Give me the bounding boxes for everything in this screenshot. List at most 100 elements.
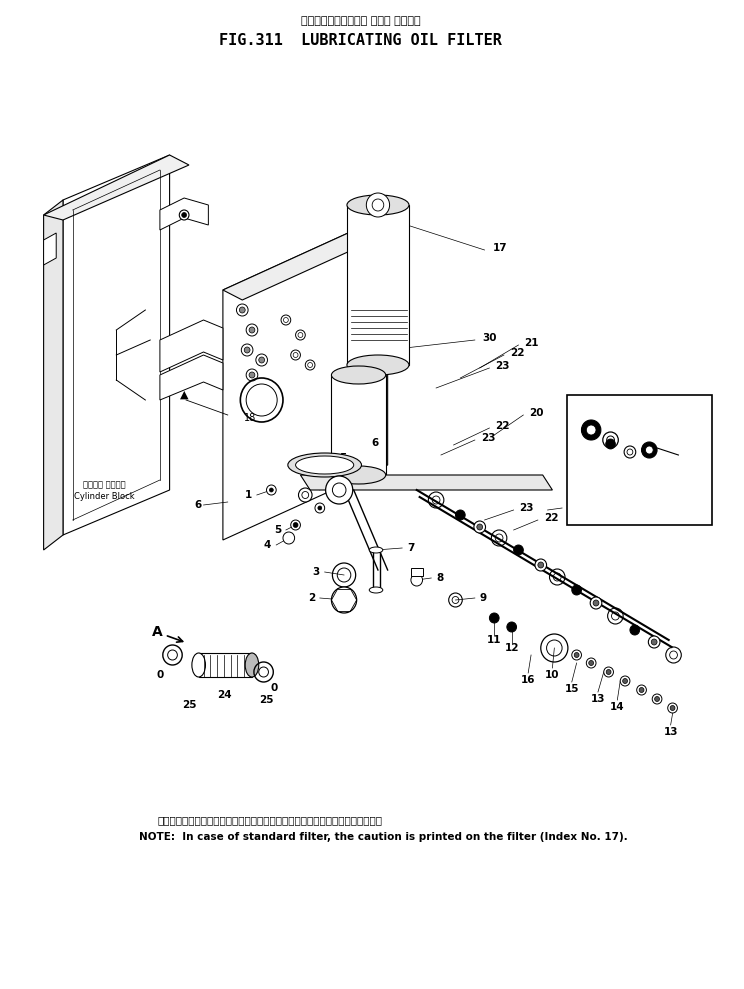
Circle shape: [298, 332, 303, 337]
Circle shape: [411, 574, 423, 586]
Text: 26: 26: [605, 410, 620, 420]
Bar: [567, 395, 712, 525]
Text: 7: 7: [407, 543, 414, 553]
Circle shape: [639, 687, 644, 692]
Polygon shape: [223, 215, 388, 540]
Text: 21: 21: [525, 338, 539, 348]
Circle shape: [266, 485, 276, 495]
Circle shape: [474, 521, 486, 533]
Text: 11: 11: [487, 635, 501, 645]
Text: 5: 5: [274, 525, 281, 535]
Circle shape: [241, 344, 253, 356]
Text: 30: 30: [483, 333, 497, 343]
Circle shape: [291, 350, 301, 360]
Circle shape: [244, 347, 250, 353]
Circle shape: [574, 653, 579, 658]
Circle shape: [641, 442, 657, 458]
Circle shape: [283, 532, 295, 544]
Circle shape: [651, 639, 657, 645]
Circle shape: [302, 492, 309, 498]
Circle shape: [646, 446, 653, 454]
Text: 4: 4: [264, 540, 272, 550]
Text: SG556  Engine No. 30042-: SG556 Engine No. 30042-: [589, 495, 682, 501]
Circle shape: [606, 670, 611, 674]
Text: 0: 0: [156, 670, 164, 680]
Circle shape: [305, 360, 315, 370]
Text: 8: 8: [436, 573, 443, 583]
Circle shape: [477, 524, 483, 530]
Circle shape: [490, 613, 499, 623]
Bar: [199, 653, 252, 677]
Polygon shape: [160, 198, 208, 230]
Circle shape: [606, 439, 615, 449]
Text: 5: 5: [339, 453, 347, 463]
Circle shape: [630, 625, 640, 635]
Text: ルーブリケーティング オイル フィルタ: ルーブリケーティング オイル フィルタ: [301, 16, 420, 26]
Ellipse shape: [369, 547, 383, 553]
Circle shape: [283, 317, 289, 322]
Circle shape: [249, 372, 255, 378]
Circle shape: [240, 307, 246, 313]
Text: 22: 22: [496, 421, 510, 431]
Ellipse shape: [192, 653, 205, 677]
Text: 9: 9: [480, 593, 487, 603]
Circle shape: [291, 520, 301, 530]
Text: 6: 6: [371, 438, 379, 448]
Bar: [331, 375, 385, 475]
Text: FIG.311  LUBRICATING OIL FILTER: FIG.311 LUBRICATING OIL FILTER: [219, 33, 502, 48]
Circle shape: [308, 363, 312, 368]
Text: 22: 22: [544, 513, 558, 523]
Bar: [347, 205, 409, 365]
Circle shape: [372, 199, 384, 211]
Polygon shape: [44, 233, 57, 265]
Text: 2: 2: [308, 593, 315, 603]
Circle shape: [182, 213, 187, 218]
Circle shape: [333, 483, 346, 497]
Circle shape: [586, 425, 596, 435]
Circle shape: [256, 354, 268, 366]
Circle shape: [281, 315, 291, 325]
Text: 16: 16: [521, 675, 536, 685]
Text: 20: 20: [529, 408, 544, 418]
Ellipse shape: [295, 456, 353, 474]
Text: 14: 14: [610, 702, 625, 712]
Text: 23: 23: [481, 433, 496, 443]
Text: 25: 25: [182, 700, 196, 710]
Circle shape: [623, 678, 627, 683]
Text: 23: 23: [519, 503, 534, 513]
Circle shape: [513, 545, 523, 555]
Circle shape: [295, 330, 305, 340]
Polygon shape: [44, 155, 189, 220]
Circle shape: [249, 327, 255, 333]
Text: 3: 3: [312, 567, 320, 577]
Circle shape: [293, 352, 298, 357]
Text: ▲: ▲: [180, 390, 188, 400]
Circle shape: [298, 488, 312, 502]
Circle shape: [538, 562, 544, 568]
Polygon shape: [160, 355, 223, 400]
Circle shape: [670, 705, 675, 710]
Polygon shape: [223, 215, 407, 300]
Ellipse shape: [246, 653, 259, 677]
Text: 6: 6: [194, 500, 202, 510]
Circle shape: [318, 506, 321, 510]
Polygon shape: [44, 200, 63, 550]
Circle shape: [259, 357, 265, 363]
Text: NOTE:  In case of standard filter, the caution is printed on the filter (Index N: NOTE: In case of standard filter, the ca…: [138, 832, 627, 842]
Circle shape: [590, 597, 602, 609]
Text: SG55  Engine No. 30026-: SG55 Engine No. 30026-: [589, 485, 677, 491]
Text: 27: 27: [581, 405, 595, 415]
Text: 19: 19: [568, 501, 583, 511]
Circle shape: [366, 193, 390, 217]
Circle shape: [572, 585, 582, 595]
Circle shape: [586, 658, 596, 668]
Polygon shape: [301, 475, 552, 490]
Circle shape: [582, 420, 601, 440]
Ellipse shape: [347, 195, 409, 215]
Circle shape: [620, 676, 630, 686]
Text: 0: 0: [271, 683, 278, 693]
Text: 23: 23: [496, 361, 510, 371]
Text: 適用年個: 適用年個: [606, 398, 625, 406]
Polygon shape: [160, 320, 223, 372]
Polygon shape: [63, 155, 170, 535]
